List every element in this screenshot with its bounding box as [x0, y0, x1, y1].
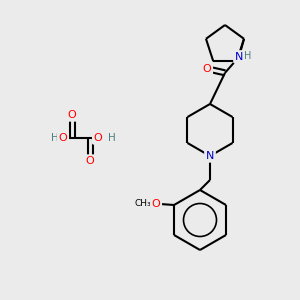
Text: CH₃: CH₃: [135, 200, 151, 208]
Text: O: O: [68, 110, 76, 120]
Text: O: O: [152, 199, 160, 209]
Text: H: H: [108, 133, 116, 143]
Text: O: O: [94, 133, 102, 143]
Text: N: N: [235, 52, 243, 62]
Text: H: H: [244, 51, 252, 61]
Text: O: O: [85, 156, 94, 166]
Text: O: O: [202, 64, 211, 74]
Text: O: O: [58, 133, 68, 143]
Text: N: N: [206, 151, 214, 161]
Text: H: H: [51, 133, 59, 143]
